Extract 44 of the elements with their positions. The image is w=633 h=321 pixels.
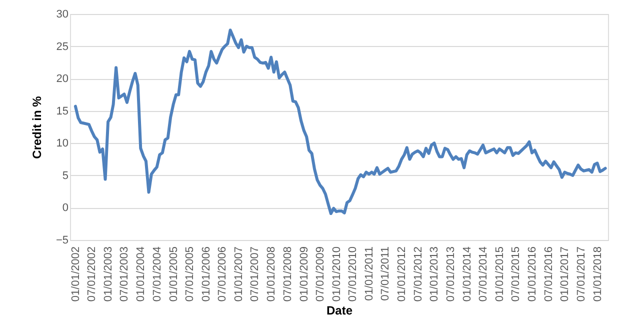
x-tick-label: 01/01/2017 [559, 246, 572, 302]
x-tick-label: 07/01/2013 [444, 246, 457, 302]
y-tick-label: 0 [62, 202, 68, 214]
x-tick-label: 01/01/2002 [70, 246, 82, 302]
x-tick-label: 01/01/2015 [494, 246, 506, 302]
y-tick-label: 30 [56, 8, 68, 20]
x-tick-label: 01/01/2007 [233, 246, 245, 302]
x-tick-label: 01/01/2011 [363, 246, 376, 301]
x-tick-label: 01/01/2014 [461, 246, 474, 302]
y-tick-label: 15 [56, 105, 68, 118]
x-tick-label: 07/01/2010 [347, 246, 360, 302]
x-tick-label: 07/01/2014 [477, 246, 490, 302]
x-tick-label: 01/01/2004 [135, 246, 148, 302]
y-tick-label: 10 [56, 138, 68, 150]
x-tick-label: 07/01/2016 [542, 246, 555, 302]
y-tick-label: 5 [62, 170, 68, 182]
x-tick-label: 01/01/2010 [330, 246, 343, 302]
x-tick-label: 07/01/2009 [314, 246, 326, 302]
y-tick-label: 20 [56, 73, 68, 86]
x-tick-label: 01/01/2013 [428, 246, 441, 302]
x-tick-label: 07/01/2003 [118, 246, 131, 302]
x-tick-label: 01/01/2016 [526, 246, 539, 302]
x-tick-label: 01/01/2012 [396, 246, 408, 302]
x-tick-label: 07/01/2011 [380, 246, 392, 301]
x-tick-label: 07/01/2002 [86, 246, 98, 302]
x-tick-label: 01/01/2003 [102, 246, 115, 302]
x-tick-label: 07/01/2015 [510, 246, 522, 302]
x-tick-label: 01/01/2008 [266, 246, 278, 302]
x-axis-title: Date [326, 304, 353, 318]
x-tick-label: 01/01/2009 [298, 246, 310, 302]
x-tick-label: 07/01/2006 [216, 246, 229, 302]
y-tick-label: −5 [56, 234, 68, 246]
x-tick-label: 01/01/2018 [592, 246, 604, 302]
x-tick-label: 07/01/2004 [151, 246, 164, 302]
x-tick-label: 07/01/2012 [412, 246, 424, 302]
y-tick-label: 25 [56, 40, 68, 53]
x-tick-label: 01/01/2005 [168, 246, 180, 302]
x-tick-label: 07/01/2017 [575, 246, 588, 302]
x-tick-label: 07/01/2008 [282, 246, 294, 302]
x-tick-label: 01/01/2006 [200, 246, 212, 302]
x-tick-label: 07/01/2007 [249, 246, 262, 302]
x-tick-label: 07/01/2005 [184, 246, 196, 302]
line-series [74, 28, 607, 216]
y-axis-title: Credit in % [30, 96, 44, 159]
